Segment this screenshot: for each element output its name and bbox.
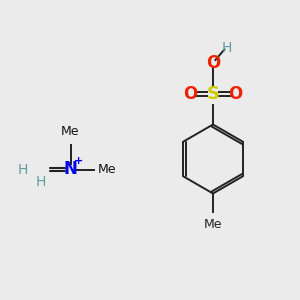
Text: +: + (74, 156, 83, 167)
Text: H: H (17, 163, 28, 176)
Text: Me: Me (98, 163, 116, 176)
Text: Me: Me (61, 125, 80, 138)
Text: S: S (206, 85, 220, 103)
Text: O: O (183, 85, 198, 103)
Text: Me: Me (204, 218, 222, 230)
Text: H: H (35, 175, 46, 188)
Text: O: O (206, 54, 220, 72)
Text: H: H (221, 41, 232, 55)
Text: O: O (228, 85, 243, 103)
Text: N: N (64, 160, 77, 178)
